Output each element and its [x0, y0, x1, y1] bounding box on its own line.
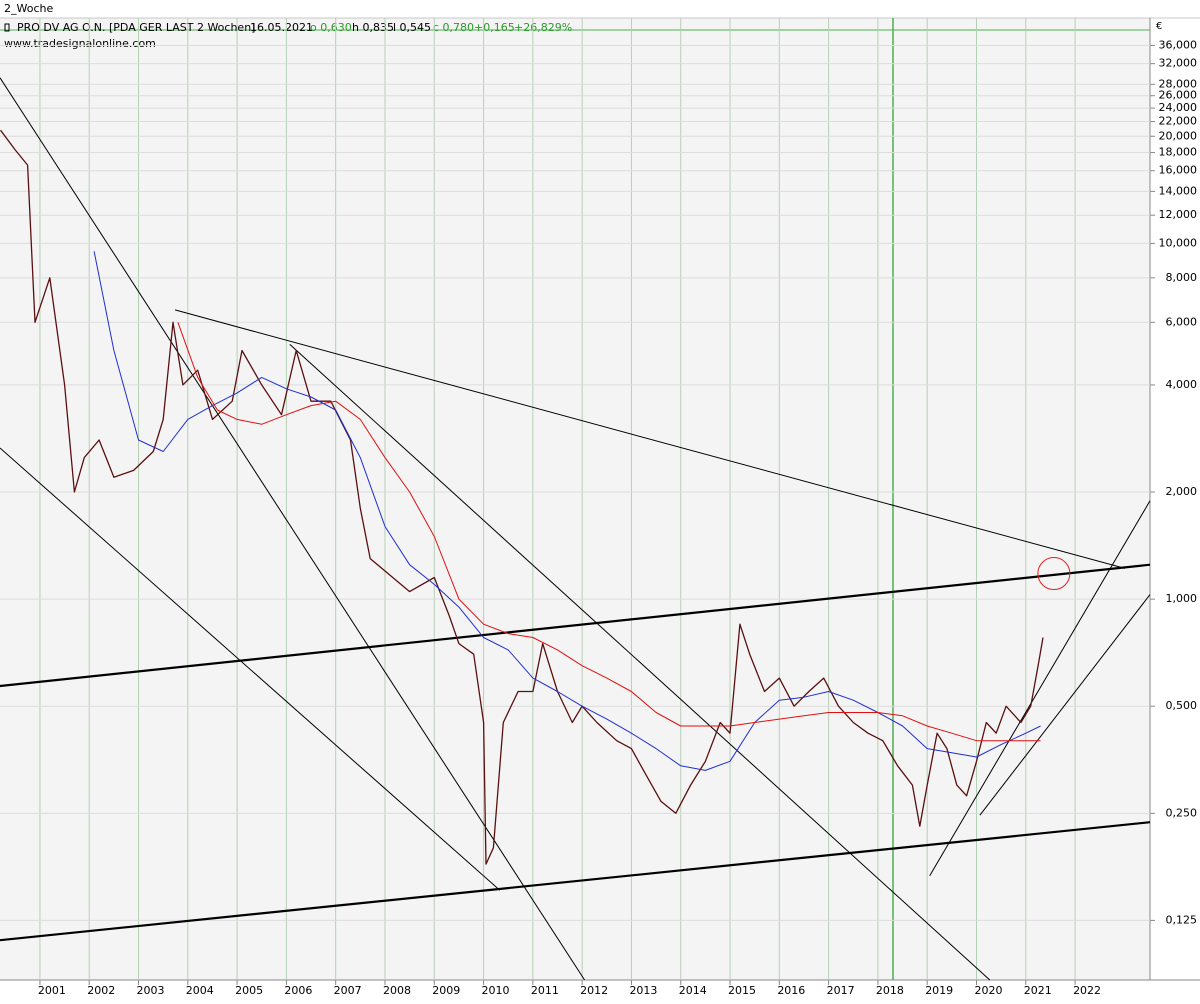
price-line: [0, 129, 1044, 865]
y-tick-label: 6,000: [1166, 315, 1198, 328]
y-tick-label: 14,000: [1159, 184, 1198, 197]
x-tick-label: 2021: [1024, 984, 1052, 997]
x-tick-label: 2004: [186, 984, 214, 997]
x-tick-label: 2008: [383, 984, 411, 997]
x-tick-label: 2017: [827, 984, 855, 997]
high: h 0,835: [352, 21, 394, 34]
moving-average: [93, 251, 1041, 771]
low: l 0,545: [393, 21, 431, 34]
x-tick-label: 2013: [629, 984, 657, 997]
open: o 0,630: [310, 21, 352, 34]
x-tick-label: 2010: [482, 984, 510, 997]
instrument: PRO DV AG O.N. [PDA GER LAST 2 Wochen]: [17, 21, 255, 34]
change-pct: +26,829%: [514, 21, 572, 34]
change: +0,165: [474, 21, 515, 34]
y-tick-label: 8,000: [1166, 271, 1198, 284]
date: 16.05.2021: [250, 21, 313, 34]
source: www.tradesignalonline.com: [4, 37, 156, 50]
y-tick-label: 12,000: [1159, 208, 1198, 221]
x-tick-label: 2009: [432, 984, 460, 997]
x-tick-label: 2011: [531, 984, 559, 997]
x-tick-label: 2020: [974, 984, 1002, 997]
trendline: [289, 344, 991, 981]
currency: €: [1156, 21, 1162, 32]
y-tick-label: 24,000: [1159, 101, 1198, 114]
y-tick-label: 36,000: [1159, 38, 1198, 51]
y-tick-label: 0,500: [1166, 699, 1198, 712]
trendline: [979, 594, 1151, 816]
trendline: [0, 821, 1151, 942]
annotation-circle: [1037, 557, 1071, 591]
grid: [0, 18, 1150, 980]
y-tick-label: 1,000: [1166, 592, 1198, 605]
x-tick-label: 2022: [1073, 984, 1101, 997]
x-tick-label: 2001: [38, 984, 66, 997]
trendline: [0, 563, 1151, 688]
y-tick-label: 4,000: [1166, 378, 1198, 391]
moving-average: [177, 322, 1041, 742]
trendline: [174, 309, 1126, 569]
x-tick-label: 2006: [284, 984, 312, 997]
x-tick-label: 2012: [580, 984, 608, 997]
x-tick-label: 2007: [334, 984, 362, 997]
close: c 0,780: [433, 21, 474, 34]
y-tick-label: 0,125: [1166, 913, 1198, 926]
trendline: [0, 447, 501, 891]
x-tick-label: 2015: [728, 984, 756, 997]
y-tick-label: 16,000: [1159, 164, 1198, 177]
tab-label: 2_Woche: [4, 2, 53, 15]
y-tick-label: 28,000: [1159, 77, 1198, 90]
x-tick-label: 2019: [925, 984, 953, 997]
x-tick-label: 2005: [235, 984, 263, 997]
x-tick-label: 2014: [679, 984, 707, 997]
y-tick-label: 10,000: [1159, 236, 1198, 249]
y-tick-label: 0,250: [1166, 806, 1198, 819]
y-tick-label: 22,000: [1159, 115, 1198, 128]
x-tick-label: 2018: [876, 984, 904, 997]
y-tick-label: 2,000: [1166, 485, 1198, 498]
plot-area: [0, 18, 1150, 980]
trendline: [0, 77, 586, 981]
y-tick-label: 32,000: [1159, 57, 1198, 70]
x-tick-label: 2016: [777, 984, 805, 997]
x-tick-label: 2003: [137, 984, 165, 997]
candle-icon: [4, 23, 10, 32]
y-tick-label: 26,000: [1159, 89, 1198, 102]
legend: PRO DV AG O.N. [PDA GER LAST 2 Wochen] 1…: [4, 21, 572, 50]
x-tick-label: 2002: [87, 984, 115, 997]
trendline: [929, 500, 1151, 876]
y-tick-label: 18,000: [1159, 146, 1198, 159]
y-tick-label: 20,000: [1159, 129, 1198, 142]
